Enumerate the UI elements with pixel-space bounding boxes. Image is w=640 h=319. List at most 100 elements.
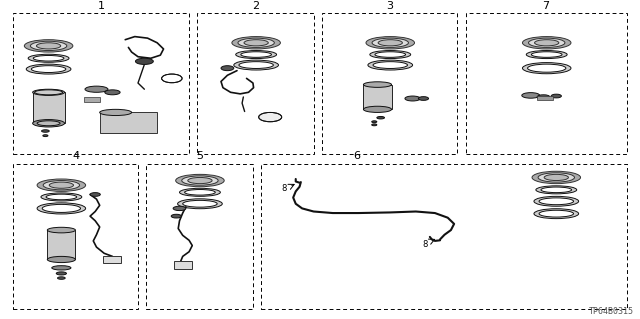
Ellipse shape: [539, 198, 573, 205]
Ellipse shape: [534, 209, 579, 219]
Ellipse shape: [544, 174, 568, 181]
Ellipse shape: [179, 188, 220, 196]
Ellipse shape: [529, 38, 565, 48]
Ellipse shape: [177, 199, 222, 209]
Bar: [322, 13, 458, 154]
Ellipse shape: [35, 90, 63, 95]
Ellipse shape: [375, 52, 406, 57]
Ellipse shape: [541, 187, 572, 193]
Bar: [174, 261, 192, 269]
Text: 2: 2: [253, 1, 260, 11]
Ellipse shape: [534, 196, 579, 206]
Ellipse shape: [532, 171, 580, 184]
Ellipse shape: [182, 200, 217, 207]
Ellipse shape: [24, 40, 73, 52]
Ellipse shape: [47, 227, 76, 233]
Bar: [13, 13, 189, 154]
Ellipse shape: [37, 121, 60, 126]
Ellipse shape: [539, 210, 573, 217]
Ellipse shape: [372, 121, 377, 122]
Text: 8: 8: [281, 184, 286, 193]
Bar: [13, 164, 138, 309]
Ellipse shape: [36, 43, 61, 49]
Bar: [100, 112, 157, 133]
Text: TP64B0315: TP64B0315: [589, 307, 634, 316]
Ellipse shape: [534, 40, 559, 46]
Ellipse shape: [234, 60, 278, 70]
Ellipse shape: [52, 266, 71, 270]
Ellipse shape: [28, 54, 69, 62]
Ellipse shape: [238, 38, 275, 48]
Ellipse shape: [46, 194, 77, 200]
Text: 4: 4: [72, 151, 79, 161]
Bar: [537, 96, 553, 100]
Ellipse shape: [259, 112, 282, 122]
Bar: [147, 164, 253, 309]
Ellipse shape: [366, 37, 415, 49]
Ellipse shape: [33, 56, 64, 61]
Ellipse shape: [41, 193, 82, 201]
Text: 3: 3: [386, 1, 393, 11]
Ellipse shape: [136, 58, 154, 64]
Ellipse shape: [419, 97, 429, 100]
Ellipse shape: [241, 52, 271, 57]
Ellipse shape: [373, 62, 408, 69]
Ellipse shape: [370, 50, 411, 59]
Ellipse shape: [175, 174, 224, 187]
Ellipse shape: [26, 64, 71, 74]
Bar: [466, 13, 627, 154]
Ellipse shape: [236, 50, 276, 59]
Ellipse shape: [405, 96, 420, 101]
Ellipse shape: [172, 214, 181, 218]
Bar: [33, 92, 65, 123]
Bar: [261, 164, 627, 309]
Ellipse shape: [182, 176, 218, 185]
Ellipse shape: [37, 179, 86, 191]
Text: 5: 5: [196, 151, 204, 161]
Ellipse shape: [372, 124, 377, 126]
Ellipse shape: [522, 63, 571, 74]
Ellipse shape: [100, 109, 132, 115]
Ellipse shape: [42, 130, 49, 132]
Ellipse shape: [56, 272, 67, 275]
Ellipse shape: [85, 86, 108, 92]
Ellipse shape: [33, 89, 65, 95]
Ellipse shape: [37, 203, 86, 214]
Ellipse shape: [33, 120, 65, 127]
Ellipse shape: [527, 64, 566, 72]
Ellipse shape: [531, 52, 562, 57]
Ellipse shape: [162, 74, 182, 83]
Ellipse shape: [42, 204, 81, 212]
Text: 7: 7: [543, 1, 550, 11]
Text: 6: 6: [353, 151, 360, 161]
Ellipse shape: [43, 135, 48, 137]
Bar: [47, 230, 76, 259]
Ellipse shape: [378, 40, 403, 46]
Ellipse shape: [43, 181, 79, 190]
Text: 1: 1: [98, 1, 105, 11]
Ellipse shape: [526, 50, 567, 59]
Ellipse shape: [105, 90, 120, 95]
Ellipse shape: [377, 116, 385, 119]
Bar: [364, 85, 392, 109]
Text: 8: 8: [422, 240, 428, 249]
Ellipse shape: [364, 106, 392, 112]
Ellipse shape: [49, 182, 74, 188]
Ellipse shape: [522, 37, 571, 49]
Ellipse shape: [30, 41, 67, 50]
Ellipse shape: [221, 66, 234, 70]
Ellipse shape: [522, 93, 540, 98]
Ellipse shape: [538, 173, 575, 182]
Ellipse shape: [90, 193, 100, 196]
Ellipse shape: [244, 40, 268, 46]
Ellipse shape: [536, 186, 577, 194]
Ellipse shape: [184, 189, 215, 195]
Ellipse shape: [537, 95, 550, 99]
Ellipse shape: [368, 60, 413, 70]
Ellipse shape: [58, 277, 65, 279]
Ellipse shape: [364, 82, 392, 87]
Ellipse shape: [47, 256, 76, 263]
Ellipse shape: [173, 206, 186, 211]
Ellipse shape: [31, 66, 66, 72]
Ellipse shape: [188, 177, 212, 184]
